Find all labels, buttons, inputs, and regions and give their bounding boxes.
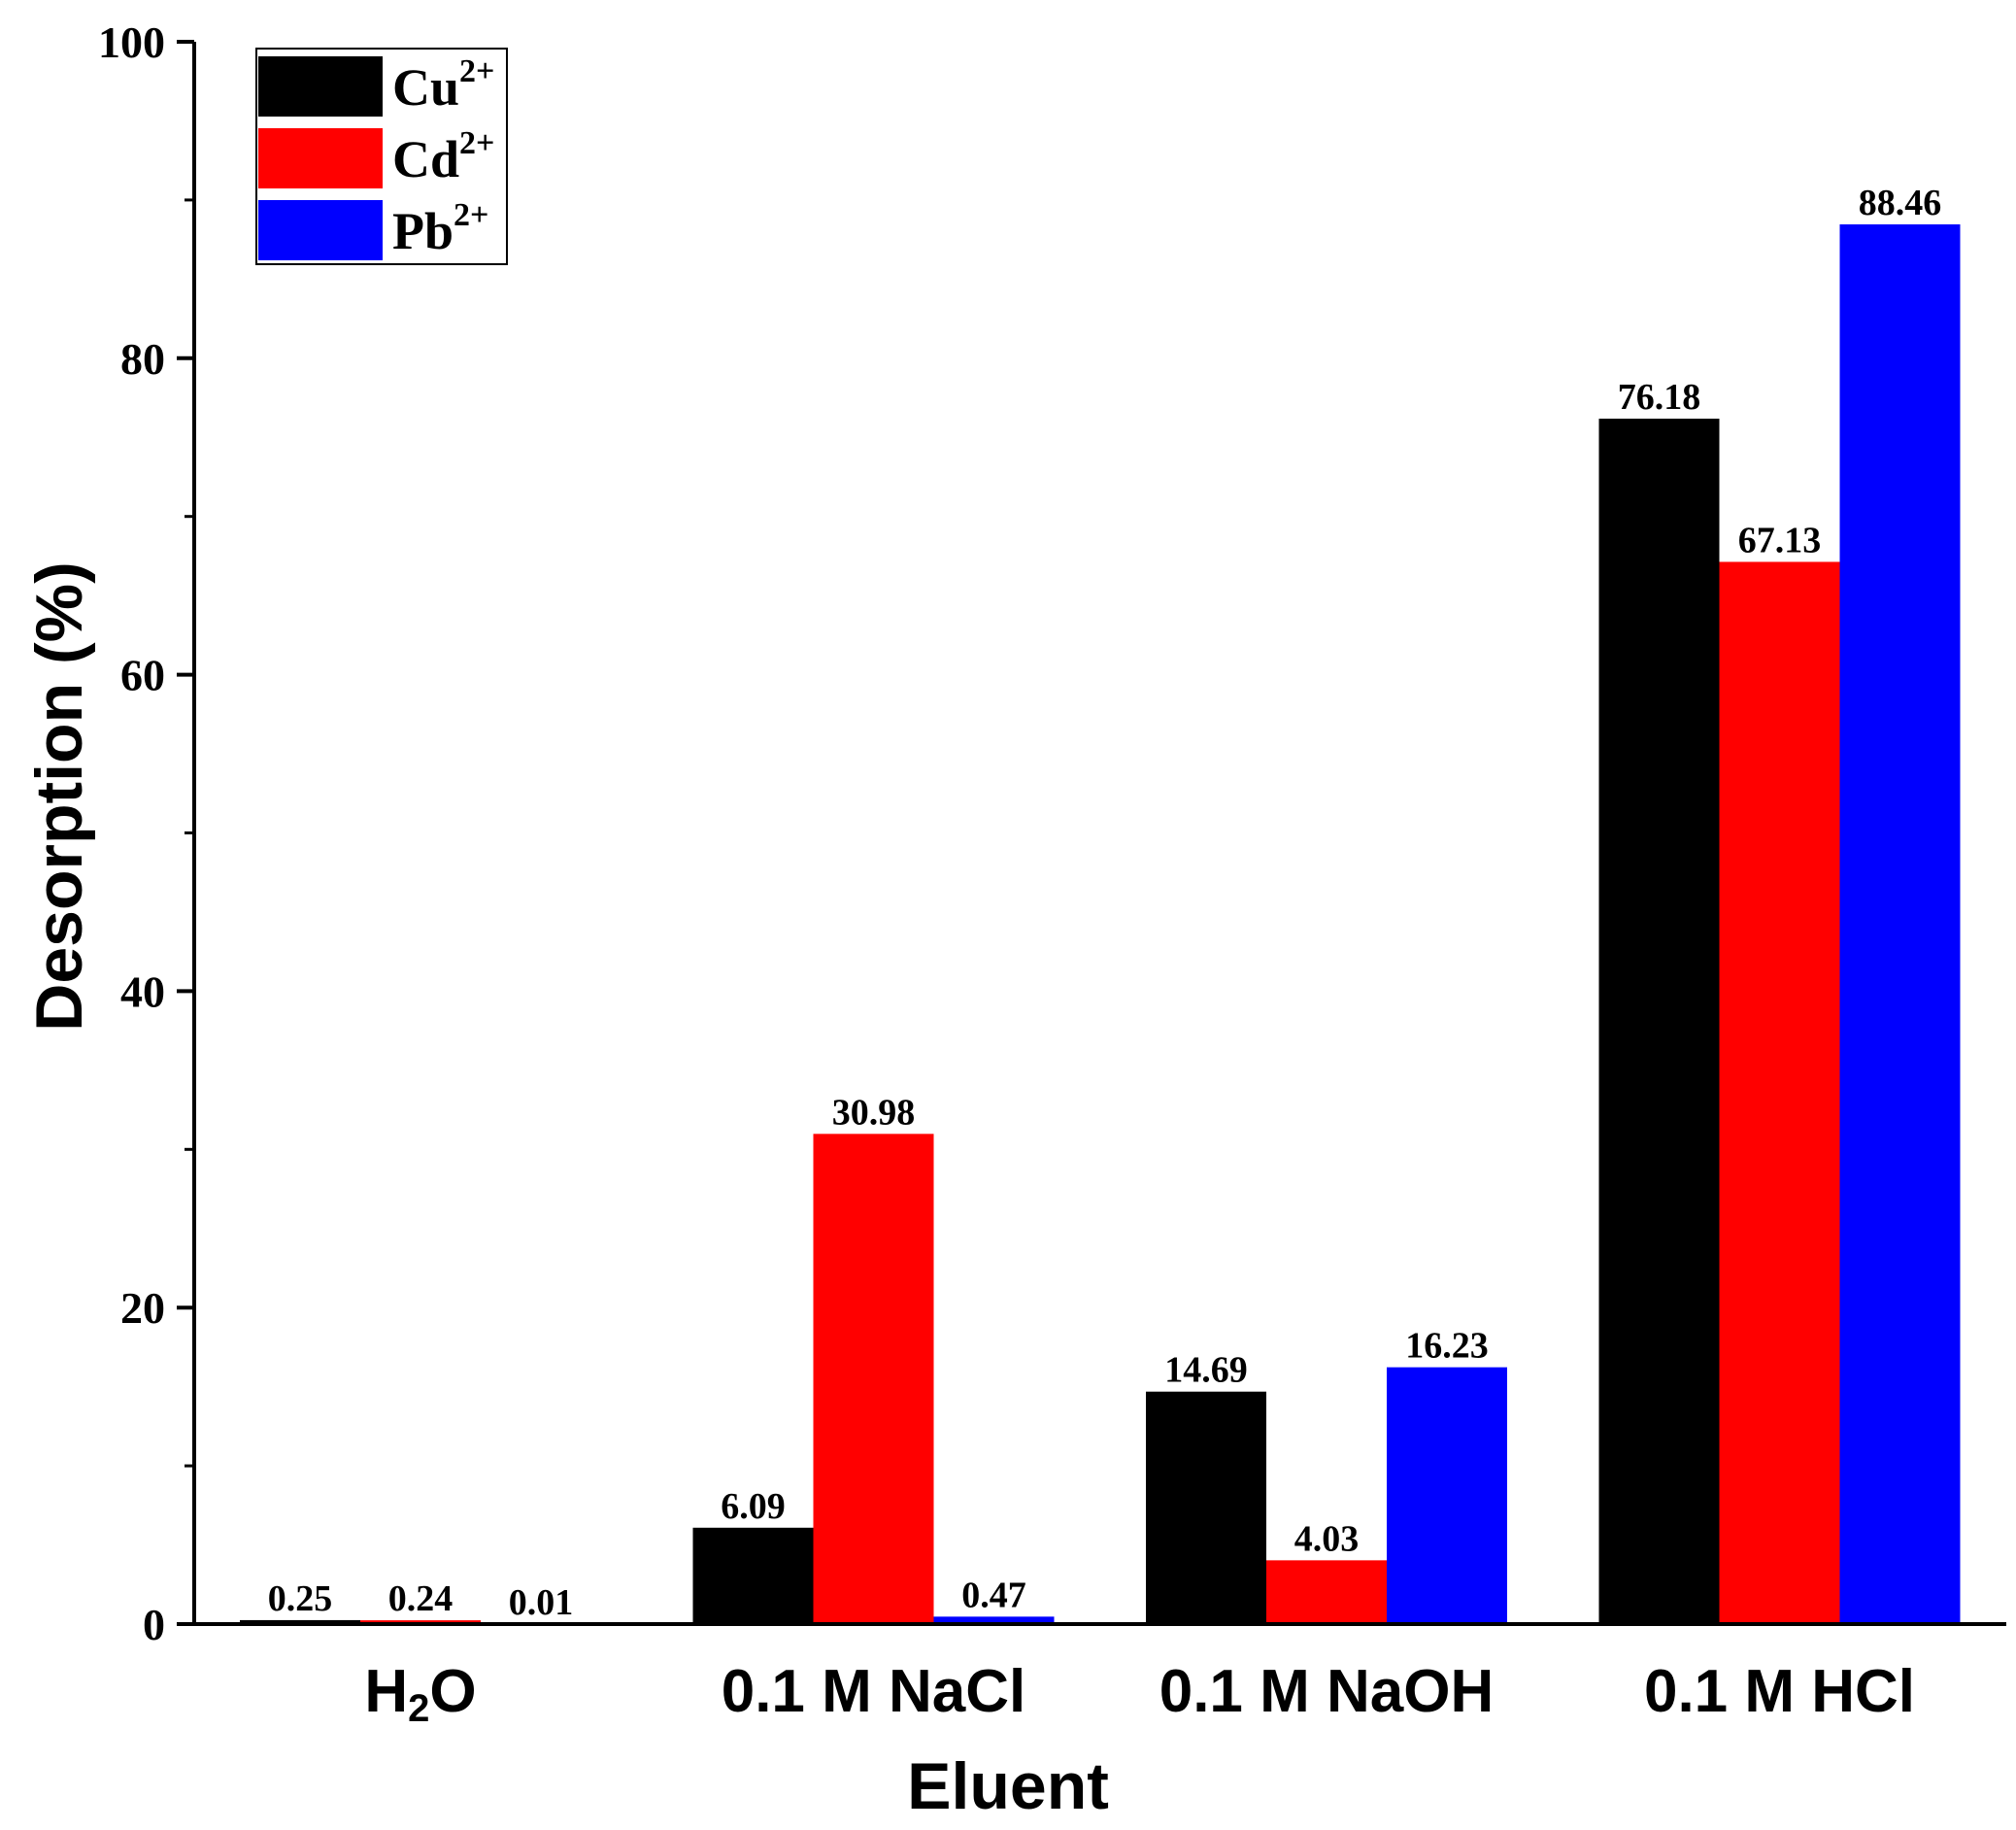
data-label: 67.13 [1738,520,1822,560]
y-axis-title-group: Desorption (%) [22,561,96,1032]
data-label: 0.01 [509,1582,574,1623]
bar-pb-3 [1839,223,1961,1625]
bar-cu-3 [1598,419,1720,1624]
data-label: 0.24 [388,1578,454,1619]
data-label: 0.25 [268,1578,333,1619]
data-label: 14.69 [1164,1350,1248,1391]
legend-swatch-pb [258,200,383,260]
bars-layer [240,223,1961,1625]
legend-label-pb: Pb2+ [392,197,488,260]
bar-cu-2 [1146,1391,1266,1624]
x-axis-title: Eluent [907,1749,1109,1823]
y-tick-label: 40 [120,966,165,1016]
y-tick-label: 100 [98,17,165,67]
legend-label-cd: Cd2+ [392,125,494,188]
bar-pb-1 [933,1616,1055,1624]
y-tick-label: 0 [143,1600,165,1649]
data-label: 30.98 [832,1092,916,1133]
bar-cd-1 [813,1134,934,1624]
bar-cd-3 [1719,561,1840,1624]
data-label: 4.03 [1294,1518,1360,1559]
data-labels-layer: 0.25 0.24 0.01 6.09 30.98 0.47 14.69 4.03 16.23 7… [268,183,1942,1623]
y-tick-label: 60 [120,651,165,700]
ticks-layer: 0 20 40 60 80 100 [98,17,194,1649]
bar-cu-0 [240,1619,360,1624]
y-tick-label: 80 [120,334,165,384]
legend-label-cu: Cu2+ [392,53,494,117]
bar-cd-2 [1266,1560,1387,1624]
data-label: 88.46 [1859,183,1942,223]
data-label: 0.47 [961,1575,1026,1615]
legend-swatch-cu [258,56,383,117]
category-labels-layer: H2O 0.1 M NaCl 0.1 M NaOH 0.1 M HCl [364,1658,1915,1730]
legend: Cu2+ Cd2+ Pb2+ [255,48,508,265]
bar-cu-1 [692,1527,814,1624]
x-category-label: 0.1 M NaCl [722,1658,1026,1725]
data-label: 6.09 [721,1486,786,1527]
x-category-label: 0.1 M NaOH [1159,1658,1495,1725]
data-label: 16.23 [1405,1326,1489,1367]
y-tick-label: 20 [120,1283,165,1333]
legend-swatch-cd [258,128,383,188]
x-category-label: H2O [364,1658,476,1730]
y-axis-title: Desorption (%) [22,561,96,1032]
bar-pb-2 [1387,1367,1507,1624]
x-category-label: 0.1 M HCl [1644,1658,1915,1725]
data-label: 76.18 [1618,377,1701,418]
